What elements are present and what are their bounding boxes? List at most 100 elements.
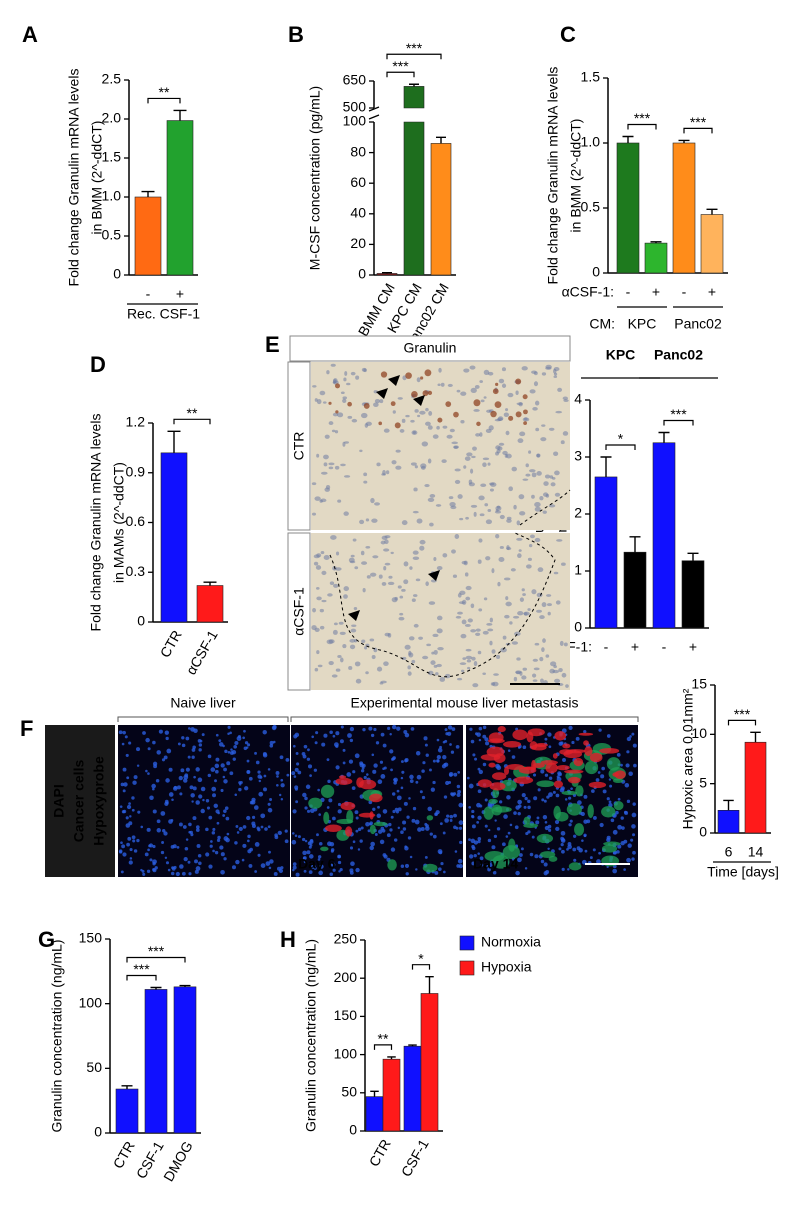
nucleus [449,501,456,507]
nucleus [313,866,317,870]
error-bar [173,109,187,121]
nucleus [183,778,188,783]
nucleus [187,727,191,730]
stain [515,411,522,418]
nucleus [484,503,489,507]
stain [328,401,332,405]
stain [335,410,339,414]
nucleus [263,774,267,778]
nucleus [457,611,463,615]
nucleus [370,572,377,577]
nucleus [568,823,572,827]
cancer-cell [483,806,494,820]
y-axis-label: Granulin concentration (ng/mL) [303,939,319,1132]
nucleus [177,742,181,746]
nucleus [517,857,522,863]
nucleus [462,657,467,661]
nucleus [473,409,480,412]
nucleus [357,827,362,832]
nucleus [235,859,240,865]
nucleus [148,844,152,848]
nucleus [555,793,560,798]
bar [616,142,640,274]
nucleus [595,778,600,782]
nucleus [144,852,149,857]
bar [376,273,398,276]
nucleus [238,787,242,792]
significance-label: * [618,431,624,447]
cancer-cell [523,823,539,829]
nucleus [253,805,259,810]
nucleus [510,568,516,572]
bar [681,560,705,629]
nucleus [403,561,409,567]
stain [380,371,388,378]
y-tick-label: 0 [113,266,121,282]
nucleus [383,428,390,433]
nucleus [455,744,460,749]
hypoxic-area [562,743,571,749]
nucleus [499,546,504,549]
hypoxic-area [554,731,567,741]
nucleus [414,465,418,469]
nucleus [555,410,563,414]
error-bar [150,986,162,990]
nucleus [210,767,216,772]
nucleus [236,831,240,834]
nucleus [120,841,123,845]
bar [644,242,668,274]
nucleus [317,858,321,861]
nucleus [307,748,310,752]
hypoxic-area [589,752,603,763]
nucleus [220,788,224,792]
nucleus [404,644,411,650]
nucleus [214,850,219,855]
panel-letter: B [288,22,304,47]
nucleus [542,814,548,820]
nucleus [181,736,185,740]
micrograph-header: Naive liver [170,695,236,711]
nucleus [616,753,621,757]
nucleus [550,482,556,487]
nucleus [316,399,322,405]
nucleus [442,553,448,558]
nucleus [505,835,509,838]
nucleus [170,871,175,876]
nucleus [522,667,528,671]
nucleus [625,763,630,768]
nucleus [326,806,330,809]
nucleus [554,678,561,684]
nucleus [419,545,425,551]
nucleus [280,798,284,801]
nucleus [294,732,300,738]
nucleus [370,497,375,504]
cancer-cell [323,811,330,825]
nucleus [442,425,448,429]
nucleus [457,677,463,681]
nucleus [434,871,439,875]
nucleus [566,848,569,851]
nucleus [212,827,216,831]
nucleus [321,471,328,475]
nucleus [515,727,519,731]
nucleus [223,857,227,861]
nucleus [447,383,453,387]
nucleus [302,850,307,856]
nucleus [254,870,258,873]
nucleus [558,772,562,777]
nucleus [207,773,212,778]
nucleus [267,807,273,813]
nucleus [241,858,245,862]
nucleus [280,783,285,788]
nucleus [304,806,308,810]
nucleus [496,827,501,831]
nucleus [276,775,279,778]
nucleus [136,764,140,767]
error-bar [622,135,634,143]
nucleus [527,830,531,834]
nucleus [224,806,229,810]
cancer-cell [488,798,498,804]
hypoxic-area [358,812,376,818]
nucleus [371,655,376,660]
hypoxic-area [477,779,492,788]
